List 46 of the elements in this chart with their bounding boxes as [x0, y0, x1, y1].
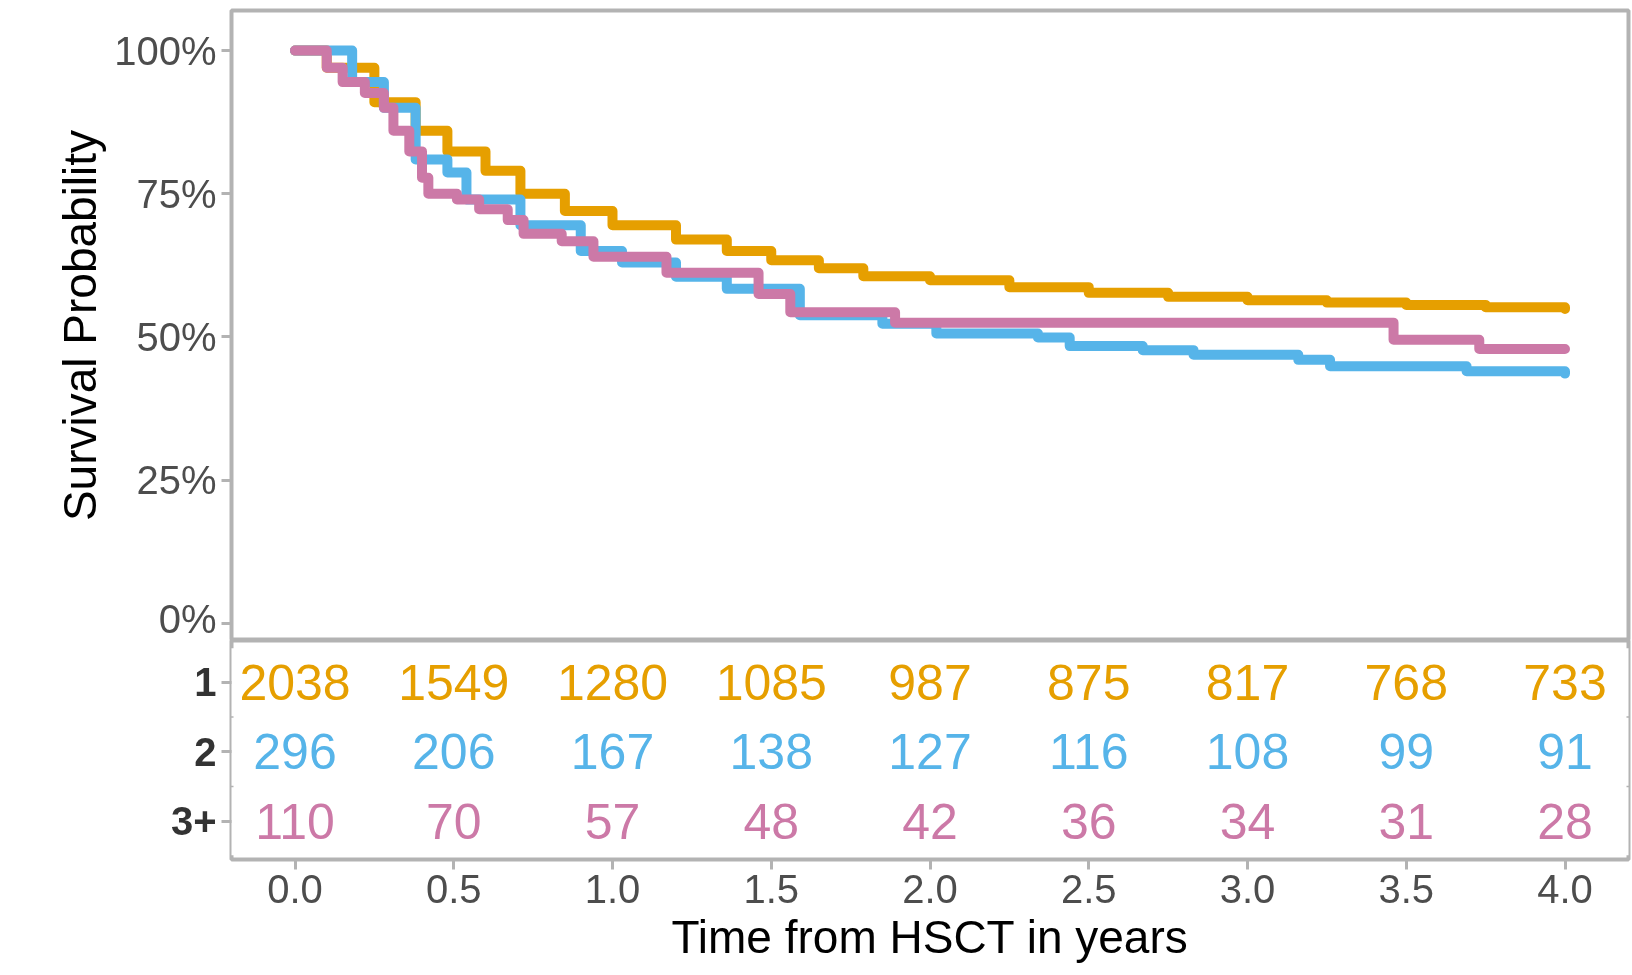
y-tick-label: 2 [194, 729, 217, 774]
data-label: 167 [570, 724, 655, 781]
y-tick-label: 3+ [170, 799, 217, 844]
x-tick-label: 0.0 [267, 866, 323, 911]
data-label: 31 [1378, 793, 1435, 850]
data-label: 108 [1205, 724, 1290, 781]
y-tick-label: 75% [136, 171, 217, 216]
data-label: 116 [1048, 724, 1129, 781]
data-label: 138 [729, 724, 813, 781]
data-label: 57 [584, 793, 641, 850]
data-label: 1280 [556, 654, 669, 711]
data-label: 34 [1219, 793, 1276, 850]
data-label: 36 [1060, 793, 1117, 850]
y-tick-label: 1 [194, 660, 217, 705]
data-label: 1085 [715, 654, 827, 711]
data-label: 28 [1537, 793, 1593, 850]
y-tick-label: 25% [136, 458, 217, 503]
y-tick-label: 100% [114, 28, 217, 73]
y-tick-label: 50% [136, 314, 217, 359]
data-label: 127 [888, 724, 972, 781]
data-label: 70 [425, 793, 482, 850]
data-label: 110 [255, 793, 335, 850]
data-label: 99 [1378, 724, 1435, 781]
x-tick-label: 0.5 [425, 866, 482, 911]
data-label: 2038 [239, 654, 351, 711]
y-tick-label: 0% [158, 596, 217, 641]
x-tick-label: 1.5 [743, 866, 800, 911]
data-label: 987 [888, 654, 972, 711]
x-tick-label: 1.0 [584, 866, 641, 911]
x-tick-label: 2.0 [902, 866, 958, 911]
x-tick-label: 3.5 [1378, 866, 1435, 911]
x-tick-label: 3.0 [1219, 866, 1276, 911]
x-tick-label: 2.5 [1060, 866, 1117, 911]
data-label: 768 [1364, 654, 1448, 711]
data-label: 875 [1047, 654, 1131, 711]
data-label: 1549 [398, 654, 510, 711]
data-label: 817 [1205, 654, 1290, 711]
x-tick-label: 4.0 [1537, 866, 1593, 911]
x-axis-title: Time from HSCT in years [671, 910, 1188, 963]
data-label: 91 [1537, 724, 1593, 781]
data-label: 206 [412, 724, 496, 781]
y-axis-title: Survival Probability [54, 129, 107, 522]
data-label: 733 [1523, 654, 1607, 711]
data-label: 48 [743, 793, 800, 850]
data-label: 296 [253, 724, 337, 781]
data-label: 42 [902, 793, 958, 850]
